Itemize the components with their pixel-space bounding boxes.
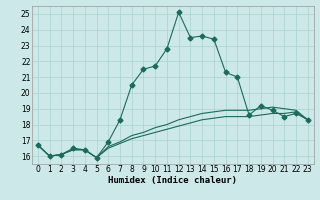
X-axis label: Humidex (Indice chaleur): Humidex (Indice chaleur): [108, 176, 237, 185]
